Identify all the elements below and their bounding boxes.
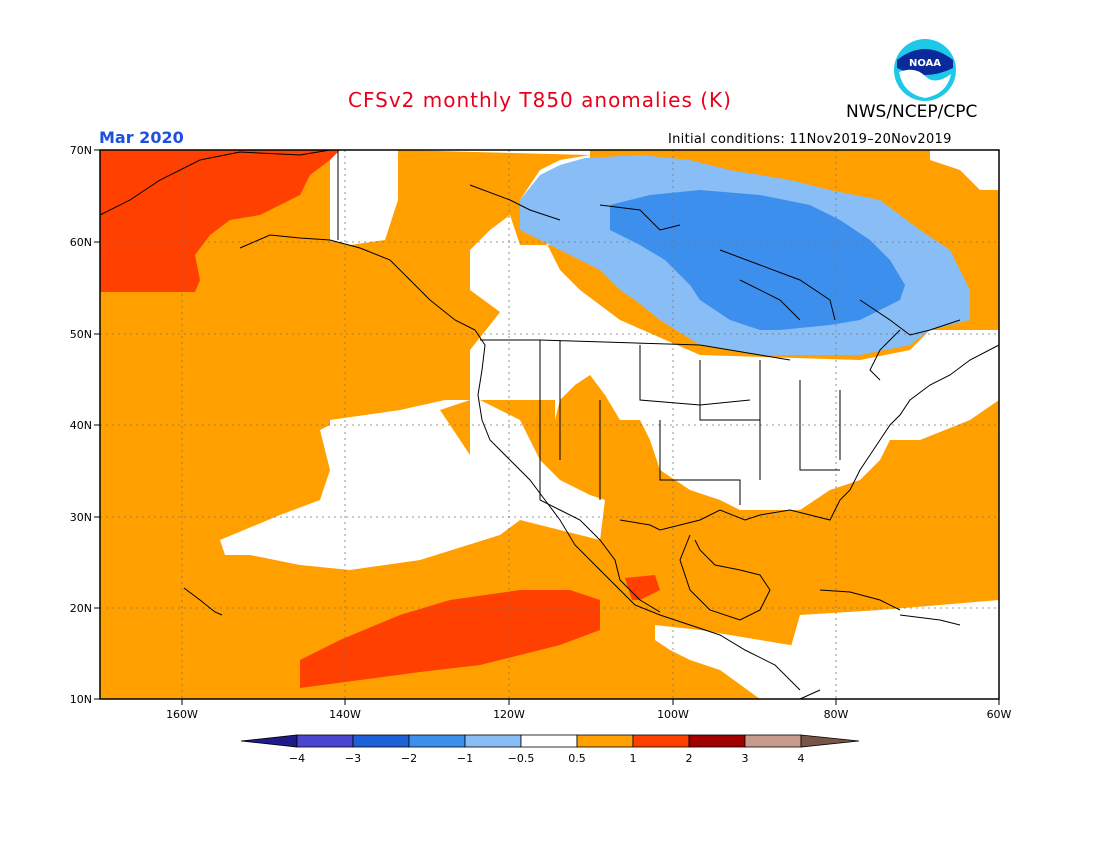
colorbar-tick-label: 4 [798, 752, 805, 765]
colorbar-tick-label: −4 [289, 752, 305, 765]
lat-label-60n: 60N [70, 236, 92, 249]
lon-label-60w: 60W [987, 708, 1012, 721]
colorbar-swatch [576, 734, 634, 748]
colorbar-tick-label: 1 [630, 752, 637, 765]
colorbar-tick-label: −3 [345, 752, 361, 765]
lon-label-140w: 140W [329, 708, 361, 721]
colorbar-tick-label: −0.5 [508, 752, 535, 765]
map-title: CFSv2 monthly T850 anomalies (K) [348, 88, 732, 112]
lon-label-100w: 100W [657, 708, 689, 721]
axis-ticks [94, 149, 1000, 705]
colorbar-arrow-low [240, 734, 298, 748]
lon-label-80w: 80W [824, 708, 849, 721]
lat-label-30n: 30N [70, 511, 92, 524]
initial-conditions: Initial conditions: 11Nov2019–20Nov2019 [668, 132, 952, 147]
noaa-logo: NOAA [894, 39, 956, 101]
colorbar-tick-label: 2 [686, 752, 693, 765]
colorbar-swatch [632, 734, 690, 748]
colorbar-swatch [352, 734, 410, 748]
lat-label-40n: 40N [70, 419, 92, 432]
colorbar-tick-label: 3 [742, 752, 749, 765]
coastlines [99, 149, 1000, 700]
colorbar-swatch [520, 734, 578, 748]
lat-label-50n: 50N [70, 328, 92, 341]
colorbar-tick-label: −2 [401, 752, 417, 765]
colorbar-tick-label: −1 [457, 752, 473, 765]
lat-label-20n: 20N [70, 602, 92, 615]
forecast-period: Mar 2020 [99, 128, 184, 147]
colorbar-swatch [688, 734, 746, 748]
noaa-logo-text: NOAA [909, 58, 941, 69]
anomaly-region-cool [610, 190, 905, 330]
colorbar-swatch [464, 734, 522, 748]
gridlines [100, 150, 999, 699]
lon-label-160w: 160W [166, 708, 198, 721]
colorbar-tick-label: 0.5 [568, 752, 586, 765]
colorbar-swatch [296, 734, 354, 748]
colorbar [240, 734, 860, 748]
anomaly-fill [100, 150, 999, 699]
colorbar-arrow-high [800, 734, 860, 748]
lat-label-10n: 10N [70, 693, 92, 706]
lat-label-70n: 70N [70, 144, 92, 157]
colorbar-swatch [408, 734, 466, 748]
lon-label-120w: 120W [493, 708, 525, 721]
organization-label: NWS/NCEP/CPC [846, 102, 978, 122]
colorbar-swatch [744, 734, 802, 748]
